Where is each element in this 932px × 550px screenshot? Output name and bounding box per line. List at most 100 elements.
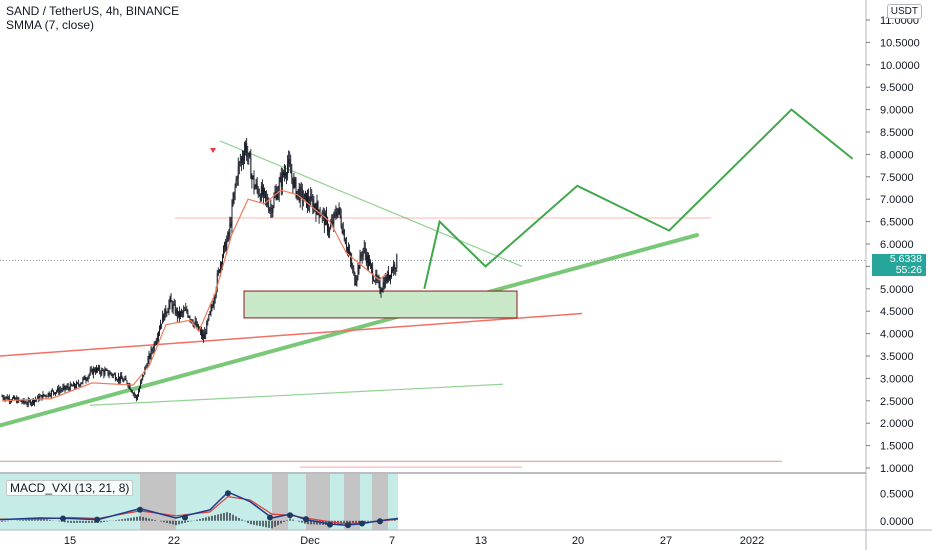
candle-body (303, 193, 305, 200)
y-tick-label: 1.0000 (880, 463, 914, 475)
candle-body (221, 263, 222, 265)
candle-body (186, 308, 188, 312)
smma-line (1, 189, 388, 402)
candle-body (252, 176, 254, 177)
candle-body (105, 369, 107, 371)
x-tick-label: 7 (389, 535, 395, 547)
candle-body (72, 383, 74, 387)
candle-body (13, 396, 14, 399)
y-tick-label: 7.5000 (880, 172, 914, 184)
candle-body (384, 277, 386, 288)
candle-body (341, 226, 343, 233)
candle-body (75, 386, 76, 388)
candle-body (68, 387, 70, 391)
candle-body (322, 212, 324, 214)
candle-body (23, 399, 25, 403)
candle-body (219, 263, 221, 273)
candle-body (97, 367, 98, 370)
candle-body (285, 173, 286, 176)
candle-body (376, 274, 378, 280)
candle-body (151, 349, 153, 351)
candle-body (110, 372, 112, 375)
candle-body (258, 194, 260, 196)
candle-body (369, 261, 370, 266)
symbol-legend[interactable]: SAND / TetherUS, 4h, BINANCE (6, 4, 180, 18)
candle-body (271, 207, 273, 213)
macd-band (330, 474, 344, 530)
candle-body (217, 269, 219, 275)
candle-body (169, 297, 171, 304)
candle-body (5, 396, 7, 398)
candle-body (266, 197, 268, 199)
candle-body (108, 374, 110, 376)
candle-body (51, 390, 53, 392)
candle-body (84, 376, 86, 381)
candle-body (385, 277, 387, 282)
candle-body (310, 196, 312, 206)
macd-legend[interactable]: MACD_VXI (13, 21, 8) (6, 480, 134, 496)
y-tick-label: 9.5000 (880, 82, 914, 94)
macd-cross-dot (327, 521, 333, 528)
candle-body (64, 385, 66, 389)
candle-body (361, 256, 363, 258)
candle-body (276, 192, 278, 199)
x-tick-label: 2022 (740, 535, 764, 547)
candle-body (152, 349, 154, 351)
candle-body (60, 389, 62, 391)
candle-body (9, 400, 11, 402)
candle-body (328, 231, 329, 232)
macd-cross-dot (303, 516, 309, 523)
candle-body (104, 370, 106, 375)
candle-body (245, 143, 247, 151)
macd-cross-dot (225, 490, 231, 497)
candle-body (208, 314, 210, 320)
descending-resistance-line (219, 140, 523, 267)
candle-body (111, 374, 113, 376)
candle-body (236, 178, 238, 180)
candle-body (203, 334, 205, 339)
smma-legend[interactable]: SMMA (7, close) (6, 18, 95, 32)
candle-body (50, 390, 52, 396)
candle-body (273, 197, 275, 207)
macd-cross-dot (94, 516, 100, 523)
candle-body (295, 179, 297, 198)
candle-body (56, 391, 58, 393)
candle-body (132, 393, 134, 394)
candle-body (78, 383, 80, 385)
candle-body (2, 396, 4, 399)
y-tick-label: 4.5000 (880, 306, 914, 318)
candle-body (58, 387, 60, 393)
candle-body (349, 251, 350, 254)
candle-body (89, 370, 91, 375)
candle-body (47, 392, 49, 397)
candle-body (41, 395, 43, 399)
candle-body (204, 332, 206, 339)
y-tick-label: 8.5000 (880, 127, 914, 139)
currency-label[interactable]: USDT (886, 4, 922, 19)
candle-body (85, 379, 87, 381)
candle-body (297, 189, 299, 192)
candle-body (183, 310, 185, 313)
candle-body (279, 176, 281, 182)
candle-body (340, 215, 342, 227)
candle-body (30, 402, 32, 405)
candle-body (154, 342, 156, 344)
candle-body (48, 392, 50, 396)
candle-body (18, 398, 20, 401)
candle-body (299, 187, 301, 201)
candle-body (14, 396, 16, 400)
candle-body (218, 269, 220, 273)
candle-body (7, 397, 9, 400)
support-zone (243, 290, 518, 319)
candle-body (207, 319, 209, 322)
candle-body (335, 212, 337, 216)
x-tick-label: Dec (300, 535, 320, 547)
candle-body (96, 367, 97, 373)
candle-body (354, 272, 356, 285)
candle-body (117, 380, 118, 381)
candle-body (137, 396, 138, 399)
candle-body (380, 291, 382, 293)
macd-band (372, 474, 388, 530)
candle-body (313, 204, 315, 210)
